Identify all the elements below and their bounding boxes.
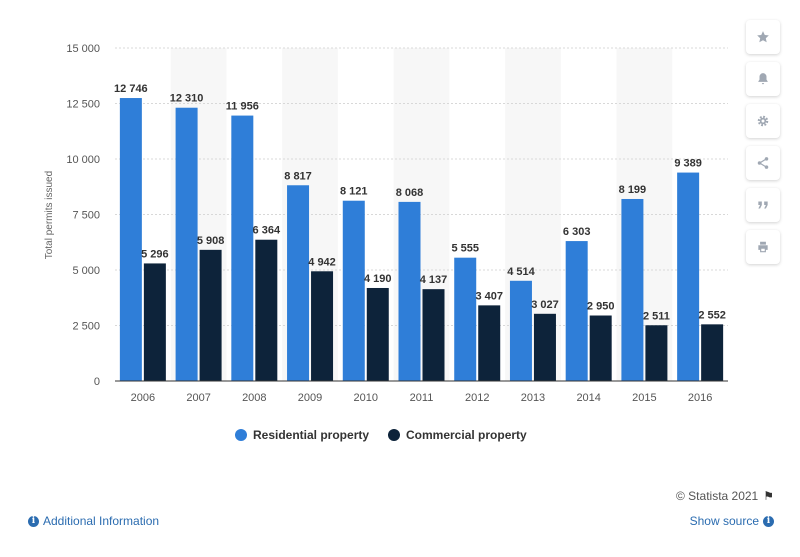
data-label: 6 364 [253, 225, 281, 237]
bar-residential[interactable] [287, 185, 310, 381]
y-tick-label: 2 500 [72, 321, 100, 333]
data-label: 4 942 [308, 256, 336, 268]
bar-commercial[interactable] [199, 249, 222, 381]
legend-item-commercial[interactable]: Commercial property [388, 428, 527, 442]
y-tick-label: 5 000 [72, 265, 100, 277]
cite-button[interactable] [746, 188, 780, 222]
bar-residential[interactable] [231, 115, 254, 382]
data-label: 8 817 [284, 170, 312, 182]
gear-icon [757, 115, 769, 127]
additional-information-label: Additional Information [43, 514, 160, 528]
x-tick-label: 2012 [465, 392, 489, 404]
data-label: 4 514 [507, 266, 535, 278]
data-label: 3 407 [475, 290, 503, 302]
bar-commercial[interactable] [645, 325, 668, 381]
data-label: 12 746 [114, 83, 148, 95]
data-label: 5 296 [141, 248, 169, 260]
x-tick-label: 2008 [242, 392, 266, 404]
share-icon [757, 157, 769, 169]
data-label: 5 908 [197, 235, 225, 247]
y-axis-title: Total permits issued [44, 171, 55, 259]
bar-commercial[interactable] [143, 263, 166, 381]
data-label: 4 137 [420, 274, 448, 286]
bar-residential[interactable] [621, 198, 644, 381]
additional-information-link[interactable]: i Additional Information [28, 514, 159, 528]
x-tick-label: 2016 [688, 392, 712, 404]
notification-button[interactable] [746, 62, 780, 96]
share-button[interactable] [746, 146, 780, 180]
data-label: 8 199 [619, 184, 647, 196]
y-tick-label: 15 000 [66, 43, 100, 55]
bar-commercial[interactable] [311, 271, 334, 381]
data-labels: 12 746 5 296 12 310 5 908 11 956 6 364 8 817 4 … [114, 83, 726, 322]
star-icon [757, 31, 769, 43]
bar-commercial[interactable] [533, 313, 556, 381]
y-tick-label: 7 500 [72, 210, 100, 222]
copyright-text: © Statista 2021 [676, 489, 759, 503]
x-tick-label: 2006 [131, 392, 155, 404]
legend: Residential property Commercial property [0, 428, 800, 448]
copyright: © Statista 2021 ⚑ [676, 489, 774, 503]
data-label: 6 303 [563, 226, 591, 238]
data-label: 3 027 [531, 299, 559, 311]
y-tick-label: 10 000 [66, 154, 100, 166]
bar-residential[interactable] [509, 280, 532, 381]
bar-commercial[interactable] [422, 289, 445, 381]
y-axis-ticks: 0 2 500 5 000 7 500 10 000 12 500 15 000 [66, 43, 100, 388]
data-label: 2 511 [643, 310, 670, 322]
bar-commercial[interactable] [255, 239, 278, 381]
x-tick-label: 2009 [298, 392, 322, 404]
bar-residential[interactable] [677, 172, 700, 381]
x-tick-label: 2015 [632, 392, 656, 404]
legend-swatch-commercial [388, 429, 400, 441]
bar-commercial[interactable] [478, 305, 501, 381]
x-tick-label: 2007 [186, 392, 210, 404]
bar-commercial[interactable] [701, 324, 724, 381]
info-icon: i [763, 515, 774, 527]
data-label: 4 190 [364, 273, 392, 285]
bar-commercial[interactable] [589, 315, 612, 381]
show-source-link[interactable]: Show source i [690, 514, 774, 528]
bar-residential[interactable] [175, 107, 198, 381]
legend-swatch-residential [235, 429, 247, 441]
bar-residential[interactable] [454, 257, 477, 381]
legend-label-commercial: Commercial property [406, 428, 527, 442]
y-tick-label: 12 500 [66, 99, 100, 111]
x-axis-ticks: 2006 2007 2008 2009 2010 2011 2012 2013 2014 2015… [131, 392, 713, 404]
bar-residential[interactable] [398, 201, 421, 381]
settings-button[interactable] [746, 104, 780, 138]
data-label: 8 121 [340, 186, 368, 198]
data-label: 9 389 [674, 158, 702, 170]
quote-icon [758, 201, 768, 209]
x-tick-label: 2010 [354, 392, 378, 404]
bar-commercial[interactable] [366, 287, 389, 381]
y-tick-label: 0 [94, 376, 100, 388]
bar-residential[interactable] [565, 241, 588, 381]
data-label: 8 068 [396, 187, 424, 199]
bar-residential[interactable] [119, 98, 142, 381]
data-label: 2 950 [587, 301, 615, 313]
print-button[interactable] [746, 230, 780, 264]
data-label: 5 555 [451, 243, 479, 255]
x-tick-label: 2014 [576, 392, 600, 404]
x-tick-label: 2011 [410, 392, 434, 404]
favorite-button[interactable] [746, 20, 780, 54]
show-source-label: Show source [689, 514, 759, 528]
bar-residential[interactable] [342, 200, 365, 381]
data-label: 2 552 [698, 309, 726, 321]
flag-icon[interactable]: ⚑ [763, 489, 774, 503]
print-icon [758, 241, 768, 253]
legend-label-residential: Residential property [253, 428, 370, 442]
info-icon: i [28, 515, 39, 527]
data-label: 12 310 [170, 93, 204, 105]
x-tick-label: 2013 [521, 392, 545, 404]
bell-icon [758, 73, 768, 85]
legend-item-residential[interactable]: Residential property [235, 428, 369, 442]
data-label: 11 956 [226, 101, 259, 113]
bars [119, 98, 724, 382]
